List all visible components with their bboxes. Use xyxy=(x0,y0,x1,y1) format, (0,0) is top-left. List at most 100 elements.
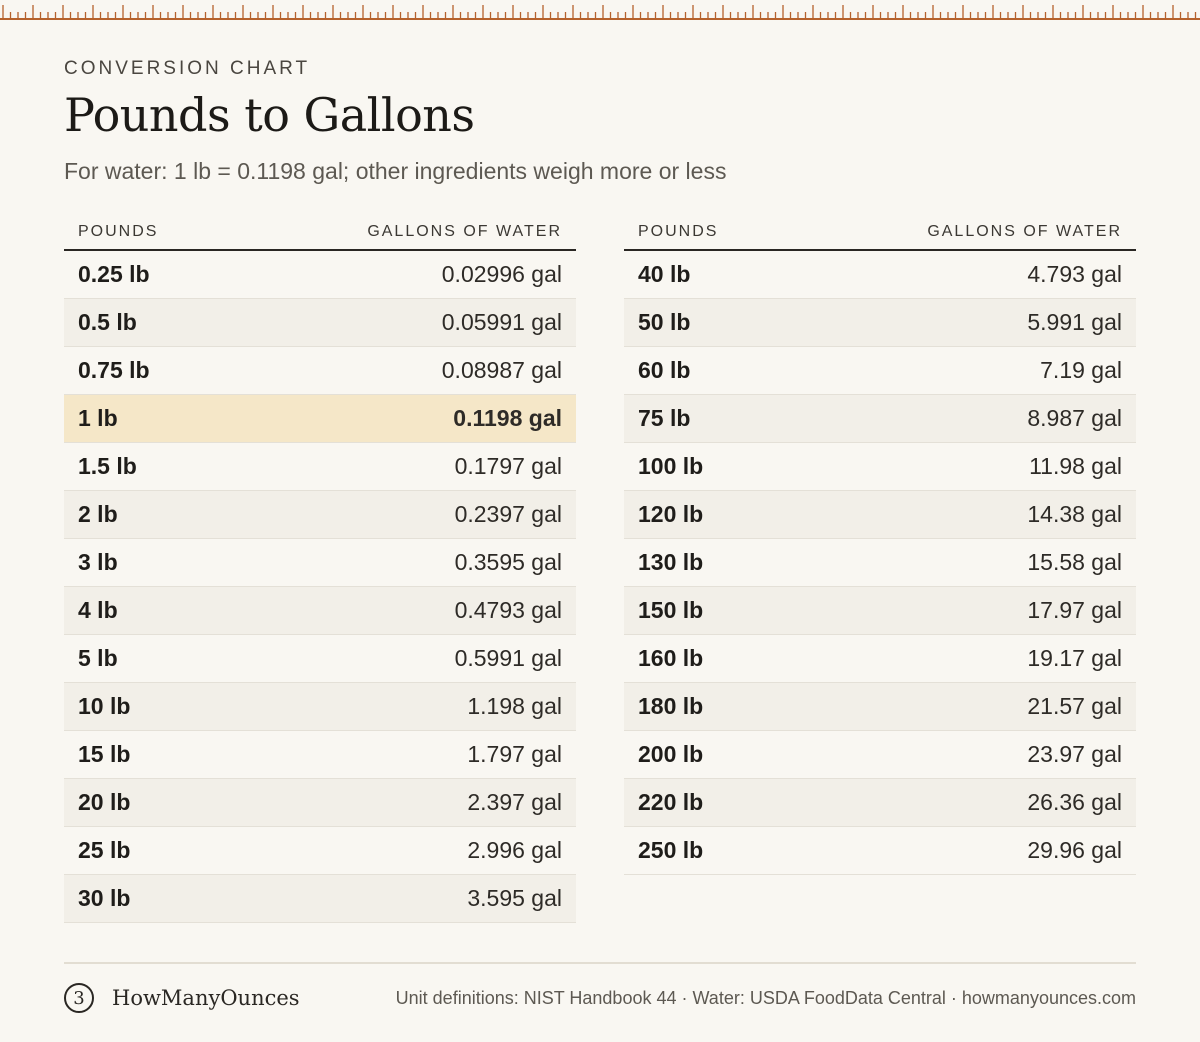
pounds-cell: 50 lb xyxy=(638,309,691,335)
gallons-cell: 26.36 gal xyxy=(1027,789,1122,815)
gallons-cell: 19.17 gal xyxy=(1027,645,1122,671)
gallons-cell: 1.198 gal xyxy=(467,693,562,719)
conversion-table-left: POUNDS GALLONS OF WATER 0.25 lb 0.02996 g… xyxy=(64,218,576,923)
pounds-cell: 160 lb xyxy=(638,645,704,671)
table-body: 0.25 lb 0.02996 gal 0.5 lb 0.05991 gal 0.75 … xyxy=(64,251,576,923)
gallons-cell: 0.02996 gal xyxy=(441,261,562,287)
gallons-cell: 15.58 gal xyxy=(1027,549,1122,575)
logo-mark-icon: 3 xyxy=(64,983,94,1013)
gallons-cell: 0.1198 gal xyxy=(453,405,562,431)
table-row: 0.25 lb 0.02996 gal xyxy=(64,251,576,299)
gallons-cell: 11.98 gal xyxy=(1029,453,1122,479)
table-row: 20 lb 2.397 gal xyxy=(64,779,576,827)
table-row: 50 lb 5.991 gal xyxy=(624,299,1136,347)
gallons-cell: 14.38 gal xyxy=(1027,501,1122,527)
pounds-cell: 1.5 lb xyxy=(78,453,137,479)
pounds-cell: 60 lb xyxy=(638,357,691,383)
pounds-cell: 200 lb xyxy=(638,741,704,767)
pounds-cell: 1 lb xyxy=(78,405,118,431)
table-body: 40 lb 4.793 gal 50 lb 5.991 gal 60 lb 7.19 ga… xyxy=(624,251,1136,875)
gallons-cell: 0.4793 gal xyxy=(454,597,562,623)
table-row: 25 lb 2.996 gal xyxy=(64,827,576,875)
pounds-cell: 120 lb xyxy=(638,501,704,527)
gallons-cell: 21.57 gal xyxy=(1027,693,1122,719)
gallons-cell: 29.96 gal xyxy=(1027,837,1122,863)
table-row: 0.5 lb 0.05991 gal xyxy=(64,299,576,347)
table-row: 150 lb 17.97 gal xyxy=(624,587,1136,635)
table-row: 200 lb 23.97 gal xyxy=(624,731,1136,779)
pounds-cell: 150 lb xyxy=(638,597,704,623)
table-row: 30 lb 3.595 gal xyxy=(64,875,576,923)
table-row: 220 lb 26.36 gal xyxy=(624,779,1136,827)
pounds-cell: 0.25 lb xyxy=(78,261,150,287)
column-header-pounds: POUNDS xyxy=(78,223,159,240)
gallons-cell: 2.397 gal xyxy=(467,789,562,815)
pounds-cell: 2 lb xyxy=(78,501,118,527)
pounds-cell: 40 lb xyxy=(638,261,691,287)
gallons-cell: 0.08987 gal xyxy=(441,357,562,383)
table-row: 40 lb 4.793 gal xyxy=(624,251,1136,299)
column-header-gallons: GALLONS OF WATER xyxy=(927,223,1122,240)
gallons-cell: 0.3595 gal xyxy=(454,549,562,575)
pounds-cell: 30 lb xyxy=(78,885,131,911)
pounds-cell: 180 lb xyxy=(638,693,704,719)
pounds-cell: 15 lb xyxy=(78,741,131,767)
pounds-cell: 4 lb xyxy=(78,597,118,623)
conversion-table-right: POUNDS GALLONS OF WATER 40 lb 4.793 gal 50… xyxy=(624,218,1136,875)
table-row: 180 lb 21.57 gal xyxy=(624,683,1136,731)
pounds-cell: 0.75 lb xyxy=(78,357,150,383)
table-row: 60 lb 7.19 gal xyxy=(624,347,1136,395)
gallons-cell: 1.797 gal xyxy=(467,741,562,767)
table-row: 130 lb 15.58 gal xyxy=(624,539,1136,587)
gallons-cell: 5.991 gal xyxy=(1027,309,1122,335)
table-row: 2 lb 0.2397 gal xyxy=(64,491,576,539)
column-header-pounds: POUNDS xyxy=(638,223,719,240)
gallons-cell: 8.987 gal xyxy=(1027,405,1122,431)
gallons-cell: 17.97 gal xyxy=(1027,597,1122,623)
gallons-cell: 23.97 gal xyxy=(1027,741,1122,767)
brand-logo[interactable]: 3 HowManyOunces xyxy=(64,983,300,1013)
column-header-gallons: GALLONS OF WATER xyxy=(367,223,562,240)
table-row: 10 lb 1.198 gal xyxy=(64,683,576,731)
table-row: 100 lb 11.98 gal xyxy=(624,443,1136,491)
pounds-cell: 20 lb xyxy=(78,789,131,815)
table-header: POUNDS GALLONS OF WATER xyxy=(64,218,576,251)
pounds-cell: 25 lb xyxy=(78,837,131,863)
table-row: 3 lb 0.3595 gal xyxy=(64,539,576,587)
pounds-cell: 220 lb xyxy=(638,789,704,815)
table-row: 250 lb 29.96 gal xyxy=(624,827,1136,875)
table-row: 15 lb 1.797 gal xyxy=(64,731,576,779)
page-title: Pounds to Gallons xyxy=(64,88,475,142)
table-row: 120 lb 14.38 gal xyxy=(624,491,1136,539)
gallons-cell: 7.19 gal xyxy=(1040,357,1122,383)
table-header: POUNDS GALLONS OF WATER xyxy=(624,218,1136,251)
source-credits: Unit definitions: NIST Handbook 44 · Wat… xyxy=(395,988,1136,1008)
gallons-cell: 0.1797 gal xyxy=(454,453,562,479)
table-row: 4 lb 0.4793 gal xyxy=(64,587,576,635)
pounds-cell: 75 lb xyxy=(638,405,691,431)
table-row: 75 lb 8.987 gal xyxy=(624,395,1136,443)
brand-name: HowManyOunces xyxy=(112,986,300,1010)
pounds-cell: 250 lb xyxy=(638,837,704,863)
gallons-cell: 0.05991 gal xyxy=(441,309,562,335)
pounds-cell: 5 lb xyxy=(78,645,118,671)
table-row: 1.5 lb 0.1797 gal xyxy=(64,443,576,491)
table-row: 0.75 lb 0.08987 gal xyxy=(64,347,576,395)
pounds-cell: 10 lb xyxy=(78,693,131,719)
gallons-cell: 2.996 gal xyxy=(467,837,562,863)
ruler-decoration xyxy=(0,5,1200,20)
gallons-cell: 0.2397 gal xyxy=(454,501,562,527)
gallons-cell: 4.793 gal xyxy=(1027,261,1122,287)
pounds-cell: 100 lb xyxy=(638,453,704,479)
gallons-cell: 3.595 gal xyxy=(467,885,562,911)
page-subtitle: For water: 1 lb = 0.1198 gal; other ingr… xyxy=(64,158,727,184)
gallons-cell: 0.5991 gal xyxy=(454,645,562,671)
table-row: 5 lb 0.5991 gal xyxy=(64,635,576,683)
pounds-cell: 130 lb xyxy=(638,549,704,575)
table-row: 160 lb 19.17 gal xyxy=(624,635,1136,683)
table-row-highlighted: 1 lb 0.1198 gal xyxy=(64,395,576,443)
pounds-cell: 0.5 lb xyxy=(78,309,137,335)
footer-divider xyxy=(64,962,1136,964)
pounds-cell: 3 lb xyxy=(78,549,118,575)
eyebrow-label: CONVERSION CHART xyxy=(64,58,311,79)
